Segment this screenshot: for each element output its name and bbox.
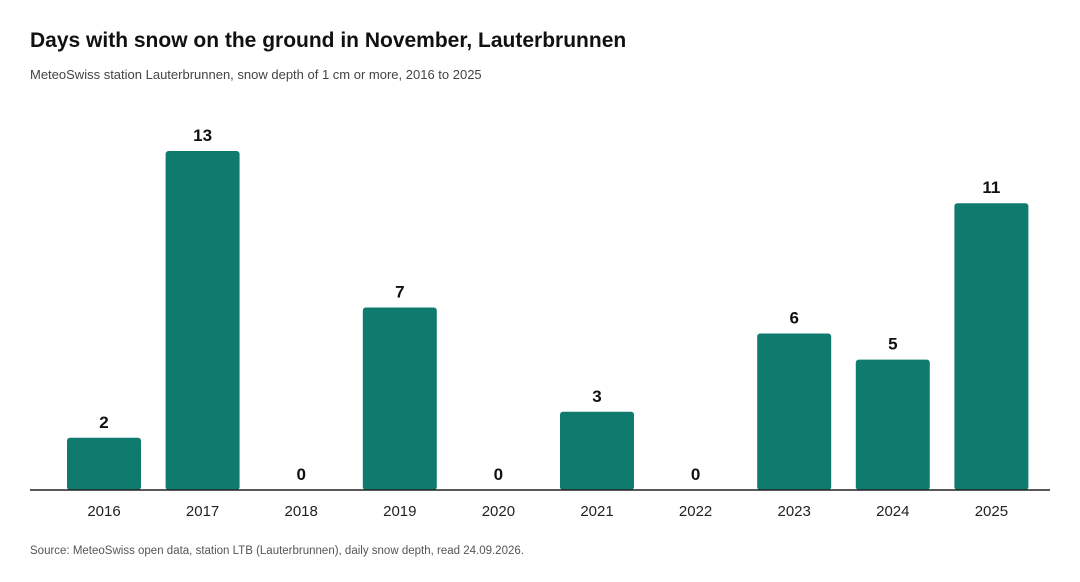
x-tick-label-2022: 2022 xyxy=(679,503,712,520)
x-tick-label-2024: 2024 xyxy=(876,503,909,520)
x-tick-label-2018: 2018 xyxy=(285,503,318,520)
value-label-2023: 6 xyxy=(789,309,798,328)
x-tick-label-2025: 2025 xyxy=(975,503,1008,520)
bar-2017 xyxy=(165,151,240,490)
value-label-2017: 13 xyxy=(193,126,212,145)
value-label-2021: 3 xyxy=(592,387,601,406)
x-tick-label-2021: 2021 xyxy=(580,503,613,520)
x-tick-label-2023: 2023 xyxy=(778,503,811,520)
x-tick-label-2020: 2020 xyxy=(482,503,515,520)
value-label-2025: 11 xyxy=(982,178,1000,197)
value-label-2016: 2 xyxy=(99,413,108,432)
x-tick-label-2019: 2019 xyxy=(383,503,416,520)
chart-subtitle: MeteoSwiss station Lauterbrunnen, snow d… xyxy=(30,67,482,82)
bar-2025 xyxy=(954,203,1029,490)
value-label-2020: 0 xyxy=(494,465,503,484)
bar-2021 xyxy=(560,411,634,490)
x-tick-label-2017: 2017 xyxy=(186,503,219,520)
source-note: Source: MeteoSwiss open data, station LT… xyxy=(30,545,524,557)
chart-title: Days with snow on the ground in November… xyxy=(30,29,627,52)
value-label-2018: 0 xyxy=(296,465,305,484)
bar-2023 xyxy=(757,333,832,490)
value-label-2019: 7 xyxy=(395,283,404,302)
bar-2019 xyxy=(362,307,437,490)
value-label-2024: 5 xyxy=(888,335,897,354)
value-label-2022: 0 xyxy=(691,465,700,484)
x-tick-label-2016: 2016 xyxy=(87,503,120,520)
bar-2024 xyxy=(855,359,930,490)
bar-2016 xyxy=(67,437,141,490)
